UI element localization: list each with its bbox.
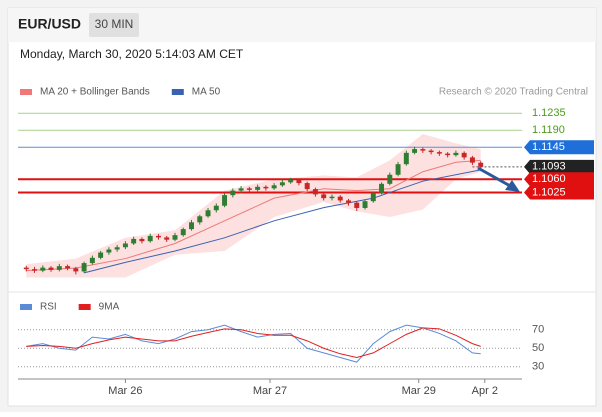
candle-body — [362, 201, 368, 208]
candle-body — [337, 196, 343, 201]
credit: Research © 2020 Trading Central — [439, 87, 588, 98]
candle-body — [469, 157, 475, 163]
candle-body — [213, 205, 219, 211]
candle-body — [238, 188, 244, 191]
candle-body — [412, 149, 418, 153]
candle-body — [56, 266, 62, 270]
rsi-line — [26, 327, 481, 359]
candle-body — [197, 216, 203, 223]
legend-label: RSI — [40, 302, 57, 313]
legend-label: MA 50 — [192, 87, 221, 98]
candle-body — [420, 149, 426, 151]
candle-body — [271, 185, 277, 189]
forecast-arrow — [477, 166, 513, 189]
candle-body — [478, 162, 484, 167]
candle-body — [288, 180, 294, 183]
level-box — [524, 172, 594, 187]
level-label: 1.1235 — [532, 107, 566, 119]
x-tick-label: Mar 29 — [402, 385, 436, 397]
candle-body — [73, 268, 79, 272]
level-label: 1.1025 — [532, 186, 566, 198]
candle-body — [304, 183, 310, 190]
candle-body — [255, 186, 261, 190]
y-tick-label: 70 — [532, 324, 544, 336]
candle-body — [263, 186, 269, 189]
candle-body — [370, 192, 376, 202]
candle-body — [147, 235, 153, 242]
symbol: EUR/USD — [18, 16, 81, 32]
candle-body — [48, 267, 54, 270]
candle-body — [461, 152, 467, 158]
legend-swatch — [78, 304, 91, 310]
candle-body — [155, 235, 161, 238]
legend-swatch — [171, 89, 184, 95]
legend-label: 9MA — [99, 302, 120, 313]
candle-body — [296, 180, 302, 184]
candle-body — [65, 266, 71, 269]
timestamp: Monday, March 30, 2020 5:14:03 AM CET — [20, 47, 244, 61]
level-label: 1.1145 — [532, 141, 565, 153]
candle-body — [172, 235, 178, 240]
candle-body — [106, 249, 112, 253]
y-tick-label: 50 — [532, 342, 544, 354]
candle-body — [354, 202, 360, 208]
candle-body — [312, 189, 318, 195]
candle-body — [329, 196, 335, 199]
y-tick-label: 30 — [532, 361, 544, 373]
x-tick-label: Mar 27 — [253, 385, 287, 397]
candle-body — [32, 269, 38, 271]
candle-body — [403, 152, 409, 165]
candle-body — [445, 153, 451, 156]
candle-body — [246, 188, 252, 190]
x-tick-label: Apr 2 — [472, 385, 498, 397]
rsi-line — [26, 324, 481, 363]
interval-badge[interactable] — [89, 13, 139, 37]
candle-body — [89, 257, 95, 264]
legend-label: MA 20 + Bollinger Bands — [40, 87, 150, 98]
forecast-arrow-head — [505, 180, 520, 192]
candle-body — [230, 190, 236, 196]
candle-body — [436, 152, 442, 154]
candle-body — [279, 182, 285, 186]
candle-body — [122, 243, 128, 248]
ma-line — [83, 169, 481, 274]
candle-body — [23, 267, 29, 270]
level-label: 1.1190 — [532, 124, 565, 136]
candle-body — [98, 252, 104, 258]
level-label: 1.1093 — [532, 161, 566, 173]
candle-body — [40, 267, 46, 271]
interval[interactable]: 30 MIN — [95, 17, 134, 31]
legend-swatch — [20, 304, 32, 310]
candle-body — [189, 222, 194, 230]
candle-body — [321, 194, 327, 199]
candle-body — [164, 237, 170, 240]
bollinger-band — [26, 133, 481, 278]
candle-body — [379, 183, 385, 193]
legend-swatch — [20, 89, 32, 95]
candle-body — [428, 150, 434, 153]
candle-body — [205, 210, 211, 217]
candle-body — [387, 174, 393, 184]
candle-body — [453, 152, 459, 156]
candle-body — [395, 164, 401, 175]
candle-body — [114, 247, 120, 250]
level-label: 1.1060 — [532, 173, 566, 185]
candle-body — [180, 229, 186, 236]
level-box — [524, 140, 594, 155]
level-box — [524, 159, 594, 174]
level-box — [524, 185, 594, 200]
candle-body — [139, 238, 145, 242]
candle-body — [81, 263, 87, 272]
ma-line — [26, 159, 481, 272]
candle-body — [346, 200, 351, 203]
candle-body — [131, 238, 137, 244]
candle-body — [222, 195, 228, 206]
x-tick-label: Mar 26 — [108, 385, 142, 397]
